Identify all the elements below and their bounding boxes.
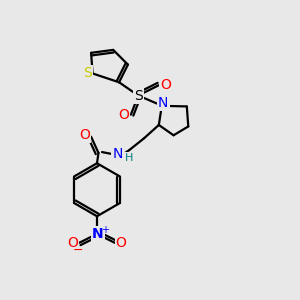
Text: H: H bbox=[125, 153, 134, 163]
Text: O: O bbox=[68, 236, 78, 250]
Text: O: O bbox=[160, 78, 171, 92]
Text: S: S bbox=[134, 88, 142, 103]
Text: −: − bbox=[73, 244, 83, 256]
Text: N: N bbox=[92, 227, 103, 241]
Text: S: S bbox=[83, 66, 92, 80]
Text: +: + bbox=[101, 225, 109, 235]
Text: O: O bbox=[118, 108, 129, 122]
Text: N: N bbox=[112, 146, 123, 161]
Text: O: O bbox=[116, 236, 127, 250]
Text: O: O bbox=[79, 128, 90, 142]
Text: N: N bbox=[158, 96, 168, 110]
